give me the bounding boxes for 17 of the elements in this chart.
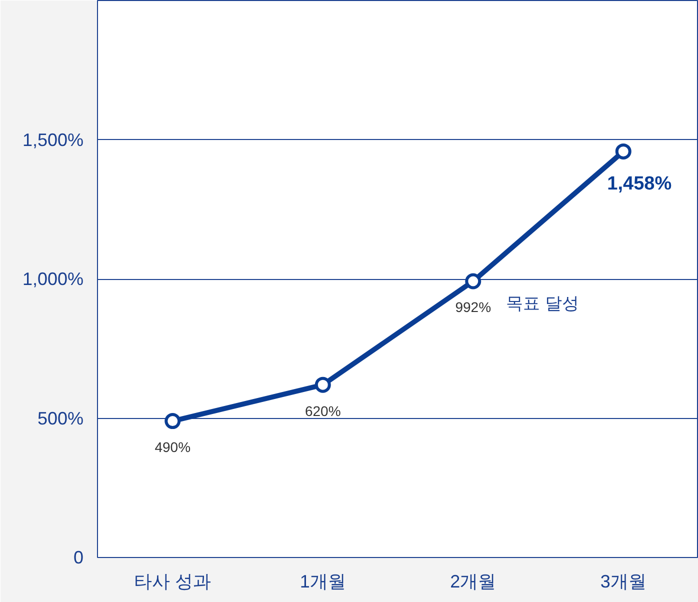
y-tick-label: 0	[73, 548, 84, 568]
point	[615, 143, 632, 160]
point	[164, 413, 181, 430]
x-tick-label: 3개월	[600, 572, 646, 592]
annotation: 목표 달성	[506, 294, 579, 314]
point	[314, 376, 331, 393]
text: 620%	[304, 402, 341, 419]
point	[465, 273, 482, 290]
x-tick-label: 타사 성과	[134, 572, 212, 592]
y-tick-label: 1,500%	[22, 130, 84, 150]
x-tick-label: 2개월	[450, 572, 496, 592]
y-tick-label: 500%	[37, 408, 84, 428]
text: 490%	[154, 439, 191, 456]
y-tick-label: 1,000%	[22, 269, 84, 289]
text: 1,458%	[607, 173, 672, 194]
x-tick-label: 1개월	[300, 572, 346, 592]
text: 992%	[455, 299, 492, 316]
